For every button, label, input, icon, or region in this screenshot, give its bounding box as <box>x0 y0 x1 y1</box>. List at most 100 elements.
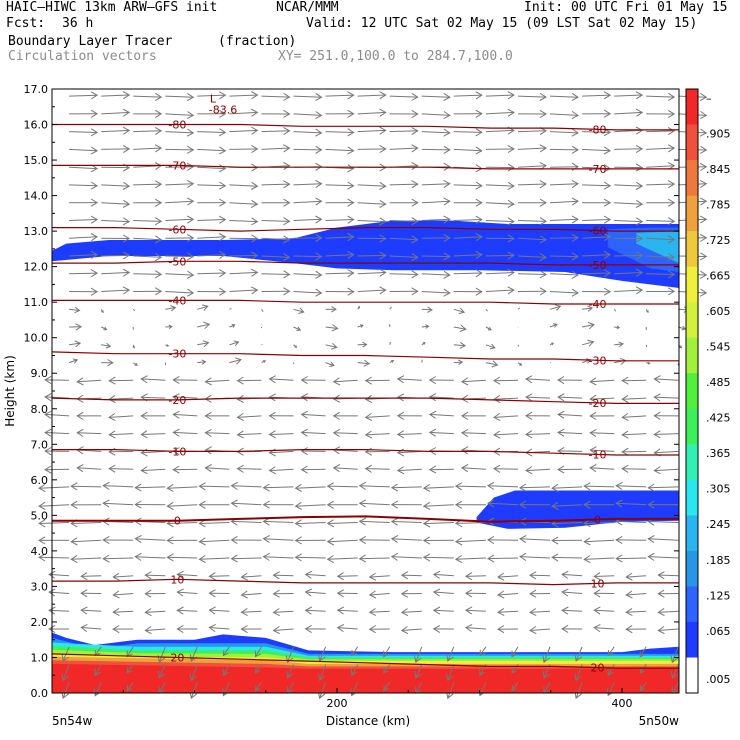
vector-676 <box>582 91 612 100</box>
vector-66 <box>240 625 262 634</box>
vector-311 <box>396 411 422 420</box>
vector-53 <box>479 646 487 657</box>
vector-318 <box>621 412 647 422</box>
vector-517 <box>614 234 644 243</box>
vector-239 <box>647 483 679 492</box>
vector-243 <box>140 466 166 475</box>
vector-63 <box>144 626 166 635</box>
vector-630 <box>389 126 419 136</box>
vector-525 <box>229 217 259 226</box>
vector-607 <box>293 145 323 154</box>
colorbar-frame <box>685 88 699 694</box>
vector-611 <box>421 145 451 154</box>
vector-155 <box>519 552 551 561</box>
vector-506 <box>261 235 291 244</box>
vector-515 <box>549 233 579 242</box>
vector-105 <box>208 589 230 598</box>
vector-648 <box>325 109 355 118</box>
vector-212 <box>422 501 454 510</box>
vector-508 <box>325 233 355 242</box>
vector-158 <box>615 554 647 563</box>
vector-378 <box>646 361 651 365</box>
vector-423 <box>165 305 177 312</box>
vector-46 <box>255 646 262 658</box>
vector-389 <box>357 341 368 348</box>
vector-623 <box>165 128 195 137</box>
vector-293 <box>460 428 486 438</box>
colorbar-label-11: .305 <box>706 483 731 496</box>
vector-50 <box>383 646 391 658</box>
colorbar-label-7: .545 <box>706 341 731 354</box>
vector-62 <box>112 625 134 634</box>
x-axis-label: Distance (km) <box>326 714 410 728</box>
vector-380 <box>69 340 82 348</box>
vector-602 <box>133 144 163 153</box>
vector-554 <box>518 198 547 207</box>
vector-474 <box>517 270 547 279</box>
vector-122 <box>112 572 134 581</box>
vector-454 <box>517 287 547 296</box>
vector-97 <box>593 606 615 615</box>
vector-86 <box>240 607 262 617</box>
colorbar-segment-0 <box>686 89 698 125</box>
vector-82 <box>112 607 134 617</box>
y-tick-label-5: 5.0 <box>31 509 49 522</box>
y-tick-label-10: 10.0 <box>24 332 49 345</box>
vector-99 <box>657 607 679 617</box>
vector-136 <box>561 570 583 579</box>
vector-545 <box>229 199 259 208</box>
vector-490 <box>389 253 419 262</box>
header-fcst-value: 36 h <box>62 16 94 31</box>
vector-192 <box>422 519 454 528</box>
vector-78 <box>625 625 647 634</box>
vector-244 <box>172 465 198 474</box>
vector-327 <box>268 393 294 402</box>
contour-label--20-1: -20 <box>589 397 607 410</box>
y-tick-label-16: 16.0 <box>24 119 49 132</box>
vector-535 <box>549 215 579 224</box>
contour-10 <box>52 578 679 586</box>
tracer-upper-layer <box>52 220 679 288</box>
vector-543 <box>165 197 195 206</box>
contour--20 <box>51 397 679 404</box>
vector-396 <box>581 339 595 347</box>
vector-163 <box>134 534 166 544</box>
vector-383 <box>165 344 170 347</box>
vector-202 <box>102 499 134 508</box>
vector-139 <box>657 571 679 580</box>
vector-457 <box>614 286 644 295</box>
vector-123 <box>144 571 166 580</box>
vector-577 <box>614 181 644 190</box>
vector-571 <box>421 179 451 189</box>
header-units: (fraction) <box>218 34 297 49</box>
vector-151 <box>390 552 422 561</box>
vector-235 <box>519 483 551 492</box>
vector-613 <box>485 144 515 154</box>
vector-223 <box>134 483 166 492</box>
vector-572 <box>453 181 483 190</box>
vector-119 <box>657 589 679 598</box>
vector-444 <box>197 287 227 296</box>
vector-220 <box>38 483 70 493</box>
vector-148 <box>294 553 326 562</box>
colorbar-label-2: .845 <box>706 163 731 176</box>
vector-129 <box>336 572 358 581</box>
vector-228 <box>294 483 326 492</box>
vector-652 <box>453 109 483 118</box>
vector-368 <box>325 361 335 367</box>
vector-197 <box>583 519 615 528</box>
colorbar-segment-16 <box>686 657 698 694</box>
vector-655 <box>549 110 579 120</box>
vector-538 <box>646 217 676 226</box>
vector-68 <box>304 624 326 634</box>
vector-366 <box>261 360 267 364</box>
vector-537 <box>614 217 644 226</box>
vector-22 <box>126 664 134 674</box>
vector-584 <box>197 164 227 173</box>
vector-47 <box>285 646 294 664</box>
vector-335 <box>525 393 551 402</box>
vector-131 <box>400 571 422 580</box>
vector-209 <box>326 500 358 509</box>
y-tick-label-11: 11.0 <box>24 296 49 309</box>
vector-258 <box>621 464 647 473</box>
